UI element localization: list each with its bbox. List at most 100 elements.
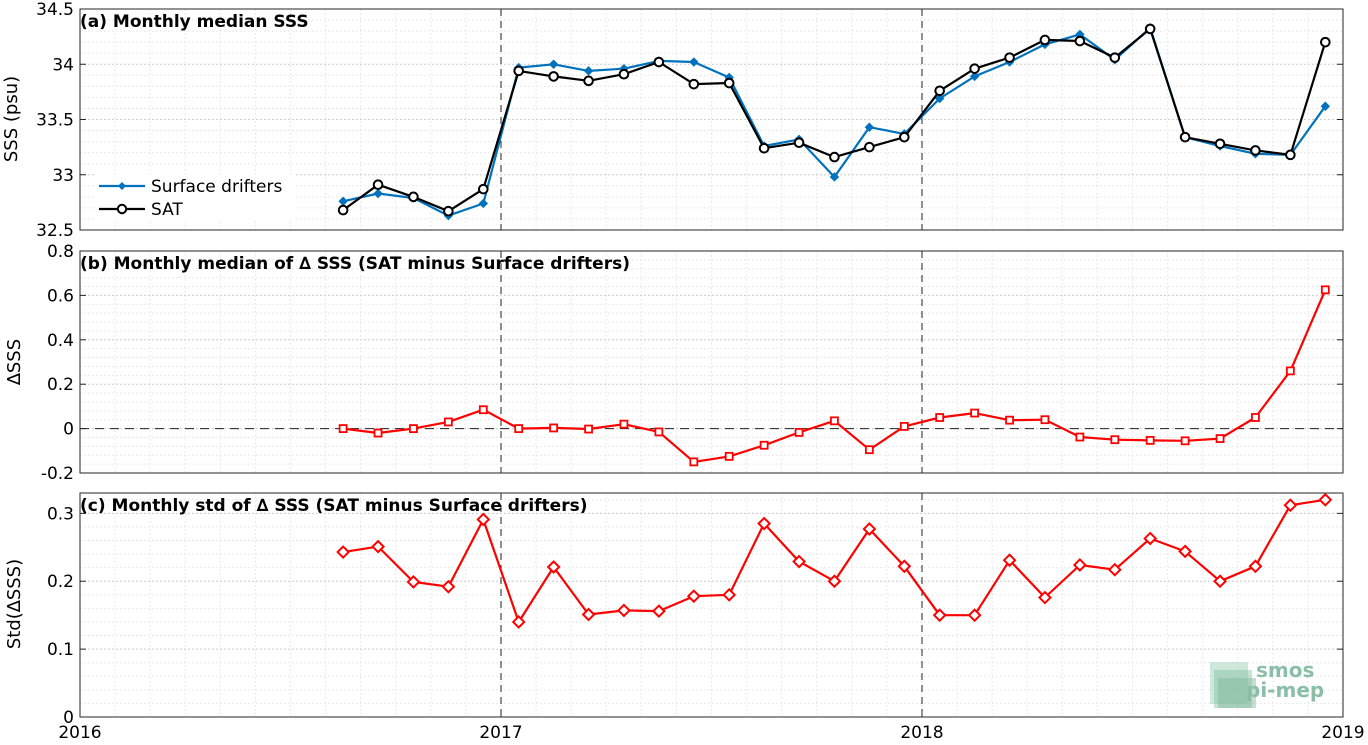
data-point — [1285, 366, 1295, 376]
y-tick-label: 0.2 — [47, 375, 74, 395]
data-point — [899, 131, 910, 143]
data-point — [373, 428, 383, 438]
plot-area-1: -0.2 0 0.2 0.4 0.6 0.8 — [41, 242, 1344, 484]
data-point — [583, 75, 594, 87]
data-point — [1320, 285, 1330, 295]
data-point — [758, 142, 770, 154]
data-point — [1004, 52, 1015, 63]
data-point — [689, 457, 699, 467]
data-point — [654, 427, 664, 437]
data-point — [724, 451, 734, 461]
y-tick-label: 0 — [63, 420, 74, 440]
y-tick-label: 34.5 — [36, 0, 74, 20]
y-tick-label: 33 — [52, 166, 74, 186]
x-tick-label: 2019 — [1321, 723, 1364, 743]
data-point — [478, 405, 488, 415]
axes-box — [79, 492, 1344, 718]
y-tick-label: 0.6 — [47, 286, 74, 306]
data-point — [653, 56, 665, 68]
legend-box — [95, 174, 295, 220]
data-point — [1250, 145, 1261, 156]
data-point — [478, 183, 489, 195]
data-point — [1214, 138, 1226, 150]
data-point — [583, 66, 594, 76]
data-point — [759, 440, 769, 450]
data-point — [1110, 435, 1120, 445]
panel-b-ylabel: ∆SSS — [4, 339, 25, 386]
data-point — [934, 93, 945, 104]
series-0-1 — [337, 23, 1331, 217]
panel-a-ylabel: SSS (psu) — [1, 76, 22, 162]
data-point — [443, 417, 453, 427]
y-tick-label: 0.1 — [47, 640, 74, 660]
data-point — [862, 522, 877, 536]
logo-text-pimep: pi-mep — [1246, 678, 1324, 702]
legend-marker-sat — [116, 203, 128, 215]
data-point — [1179, 131, 1191, 143]
data-point — [688, 78, 700, 90]
data-point — [830, 416, 839, 426]
data-point — [723, 77, 735, 89]
data-point — [513, 65, 524, 77]
data-point — [1144, 23, 1156, 35]
data-point — [1320, 36, 1331, 48]
data-point — [897, 559, 912, 574]
data-point — [827, 574, 842, 589]
smos-pimep-logo: smos pi-mep — [1210, 658, 1324, 708]
data-point — [722, 587, 737, 602]
axes-box — [79, 250, 1344, 474]
plot-area-2: 0 0.1 0.2 0.3 2016 2017 2018 2019 — [47, 492, 1365, 743]
data-point — [1002, 553, 1017, 568]
data-point — [1213, 574, 1227, 589]
legend-label-drifters: Surface drifters — [151, 177, 282, 197]
logo-layer-1 — [1210, 662, 1248, 704]
panel-c-title: (c) Monthly std of ∆ SSS (SAT minus Surf… — [80, 496, 587, 516]
data-point — [1285, 149, 1296, 161]
data-point — [337, 204, 349, 216]
x-tick-label: 2016 — [58, 723, 101, 743]
data-point — [1251, 413, 1260, 422]
data-point — [969, 71, 980, 82]
data-point — [618, 68, 630, 80]
data-point — [1039, 34, 1051, 46]
panel-c: 0 0.1 0.2 0.3 2016 2017 2018 2019 (c) Monthly s… — [4, 492, 1365, 743]
y-tick-label: 0.4 — [47, 331, 74, 351]
panel-b-title: (b) Monthly median of ∆ SSS (SAT minus S… — [80, 254, 630, 274]
data-point — [619, 419, 629, 429]
data-point — [757, 516, 772, 531]
data-point — [899, 421, 909, 431]
data-point — [794, 427, 804, 437]
legend-marker-drifters — [118, 182, 126, 190]
data-point — [1075, 432, 1085, 442]
data-point — [829, 172, 840, 182]
logo-layer-2 — [1214, 670, 1252, 708]
legend: Surface drifters SAT — [95, 174, 295, 220]
data-point — [864, 122, 875, 132]
data-point — [1072, 558, 1087, 572]
data-point — [476, 512, 491, 527]
y-tick-label: 32.5 — [36, 221, 74, 241]
data-point — [514, 424, 524, 434]
data-point — [1074, 35, 1086, 47]
data-point — [932, 608, 947, 623]
data-point — [792, 554, 806, 569]
data-point — [548, 59, 559, 69]
data-point — [581, 607, 596, 622]
data-point — [511, 615, 526, 629]
data-point — [1143, 531, 1158, 546]
y-tick-label: 33.5 — [36, 111, 74, 131]
data-point — [617, 603, 631, 618]
data-point — [934, 85, 945, 97]
data-point — [1320, 101, 1331, 111]
data-point — [549, 423, 559, 433]
panel-a-title: (a) Monthly median SSS — [80, 12, 309, 32]
data-point — [1180, 436, 1190, 446]
y-tick-label: 0 — [63, 708, 74, 728]
data-point — [443, 205, 454, 217]
panel-c-ylabel: Std(∆SSS) — [4, 559, 25, 649]
data-point — [336, 545, 351, 559]
data-point — [686, 589, 701, 604]
data-point — [967, 608, 982, 623]
data-point — [371, 539, 385, 554]
